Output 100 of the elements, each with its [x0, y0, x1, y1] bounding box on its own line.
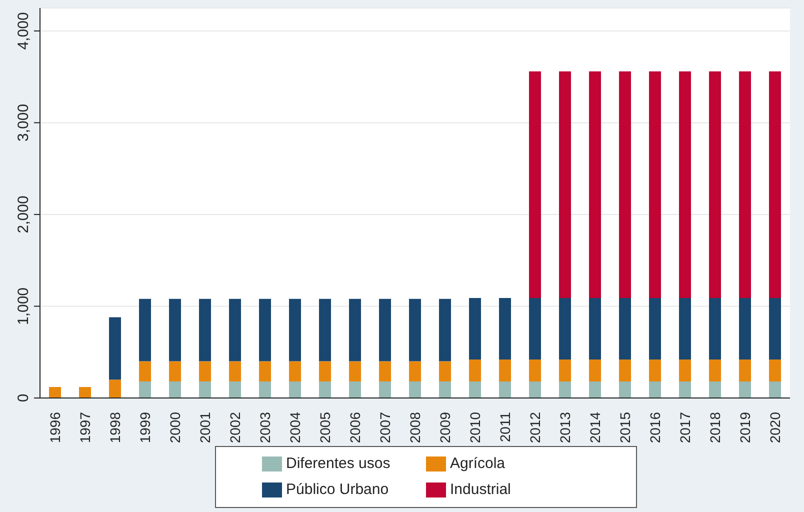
- bar: [559, 381, 571, 398]
- bar: [679, 381, 691, 398]
- legend-label: Diferentes usos: [286, 454, 392, 474]
- bar: [79, 386, 91, 398]
- legend-label: Agrícola: [450, 454, 506, 474]
- x-tick-label: 2004: [287, 412, 303, 444]
- bar: [169, 361, 181, 382]
- bar: [589, 71, 601, 298]
- x-tick-label: 1996: [47, 412, 63, 444]
- x-tick-label: 2015: [617, 412, 633, 444]
- bar: [319, 381, 331, 398]
- bar: [619, 298, 631, 360]
- bar: [229, 361, 241, 382]
- bar: [679, 298, 691, 360]
- x-tick-label: 2001: [197, 412, 213, 444]
- x-tick-label: 1998: [107, 412, 123, 444]
- x-tick-label: 2010: [467, 412, 483, 444]
- bar: [619, 71, 631, 298]
- legend-label: Público Urbano: [286, 480, 390, 500]
- bar: [169, 381, 181, 398]
- bar: [499, 359, 511, 382]
- bar: [259, 381, 271, 398]
- bar: [409, 298, 421, 362]
- bar: [529, 298, 541, 360]
- bar: [529, 359, 541, 382]
- bar: [619, 359, 631, 382]
- bar: [349, 361, 361, 382]
- bar: [499, 298, 511, 360]
- y-tick-label: 4,000: [15, 12, 32, 50]
- bar: [469, 298, 481, 360]
- bar: [709, 298, 721, 360]
- bar: [649, 71, 661, 298]
- bar: [409, 381, 421, 398]
- bar: [289, 361, 301, 382]
- bar: [409, 361, 421, 382]
- bar: [529, 71, 541, 298]
- bar: [289, 298, 301, 362]
- bar: [769, 381, 781, 398]
- bar: [319, 298, 331, 362]
- bar: [559, 71, 571, 298]
- bar: [619, 381, 631, 398]
- bar: [709, 71, 721, 298]
- bar: [199, 381, 211, 398]
- bar: [259, 361, 271, 382]
- bar: [319, 361, 331, 382]
- bar: [259, 298, 271, 362]
- x-tick-label: 2011: [497, 412, 513, 442]
- x-tick-label: 2002: [227, 412, 243, 444]
- x-tick-label: 2009: [437, 412, 453, 444]
- bar: [169, 298, 181, 362]
- x-tick-label: 2014: [587, 412, 603, 444]
- bar: [379, 361, 391, 382]
- bar: [379, 298, 391, 362]
- legend-label: Industrial: [450, 480, 512, 500]
- x-tick-label: 1997: [77, 412, 93, 444]
- bar: [559, 298, 571, 360]
- x-tick-label: 2017: [677, 412, 693, 444]
- y-tick-label: 3,000: [15, 104, 32, 142]
- x-tick-label: 2019: [737, 412, 753, 444]
- bar: [109, 380, 121, 398]
- bar: [139, 298, 151, 362]
- bar: [349, 381, 361, 398]
- bar: [439, 361, 451, 382]
- x-tick-label: 1999: [137, 412, 153, 444]
- bar: [709, 381, 721, 398]
- x-tick-label: 2003: [257, 412, 273, 444]
- x-tick-label: 2008: [407, 412, 423, 444]
- bar: [349, 298, 361, 362]
- bar: [139, 361, 151, 382]
- x-tick-label: 2016: [647, 412, 663, 444]
- bar: [229, 381, 241, 398]
- bar: [679, 71, 691, 298]
- x-tick-label: 2006: [347, 412, 363, 444]
- x-tick-label: 2000: [167, 412, 183, 444]
- bar: [109, 317, 121, 380]
- x-tick-label: 2018: [707, 412, 723, 444]
- bar: [49, 386, 61, 398]
- bar: [379, 381, 391, 398]
- bar: [649, 298, 661, 360]
- bar: [769, 298, 781, 360]
- bar: [739, 298, 751, 360]
- bar: [439, 381, 451, 398]
- bar: [739, 381, 751, 398]
- bar: [469, 381, 481, 398]
- bar: [559, 359, 571, 382]
- y-tick-label: 0: [15, 394, 32, 402]
- x-tick-label: 2012: [527, 412, 543, 444]
- bar: [769, 359, 781, 382]
- x-tick-label: 2005: [317, 412, 333, 444]
- bar: [499, 381, 511, 398]
- bar: [199, 298, 211, 362]
- bar: [679, 359, 691, 382]
- bar: [289, 381, 301, 398]
- bar: [199, 361, 211, 382]
- bar: [739, 359, 751, 382]
- bar: [139, 381, 151, 398]
- bar: [769, 71, 781, 298]
- y-tick-label: 2,000: [15, 196, 32, 234]
- y-tick-label: 1,000: [15, 287, 32, 326]
- x-tick-label: 2020: [767, 412, 783, 444]
